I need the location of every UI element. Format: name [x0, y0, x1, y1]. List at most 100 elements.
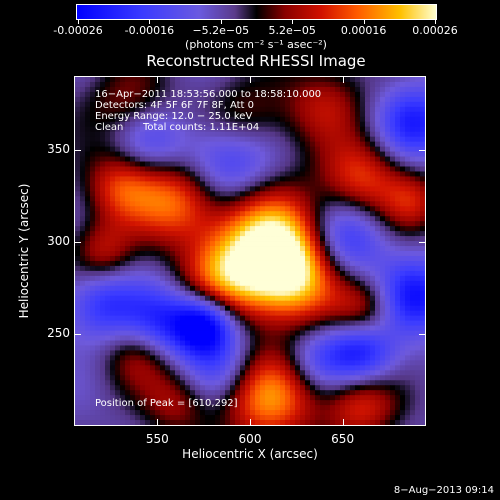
heatmap-cell — [135, 405, 141, 411]
heatmap-cell — [385, 176, 391, 182]
heatmap-cell — [310, 415, 316, 421]
heatmap-cell — [205, 315, 211, 321]
heatmap-cell — [375, 420, 381, 425]
heatmap-cell — [235, 161, 241, 167]
heatmap-cell — [100, 270, 106, 277]
heatmap-cell — [200, 350, 206, 356]
heatmap-cell — [260, 91, 266, 98]
heatmap-cell — [105, 131, 111, 138]
heatmap-cell — [90, 395, 96, 401]
heatmap-cell — [150, 330, 156, 336]
heatmap-cell — [185, 111, 191, 118]
heatmap-cell — [135, 295, 141, 302]
heatmap-cell — [260, 365, 266, 371]
heatmap-cell — [185, 320, 191, 326]
heatmap-cell — [335, 101, 341, 108]
heatmap-cell — [255, 171, 261, 177]
heatmap-cell — [300, 270, 306, 277]
heatmap-cell — [120, 375, 126, 381]
heatmap-cell — [185, 345, 191, 351]
heatmap-cell — [130, 335, 136, 341]
heatmap-cell — [130, 241, 136, 247]
heatmap-cell — [235, 241, 241, 247]
heatmap-cell — [350, 96, 356, 103]
heatmap-cell — [335, 360, 341, 366]
heatmap-cell — [190, 355, 196, 361]
heatmap-cell — [190, 156, 196, 162]
heatmap-cell — [375, 136, 381, 143]
heatmap-cell — [350, 300, 356, 307]
heatmap-cell — [105, 96, 111, 103]
heatmap-cell — [395, 275, 401, 282]
heatmap-cell — [140, 86, 146, 93]
heatmap-cell — [235, 246, 241, 252]
heatmap-cell — [295, 335, 301, 341]
heatmap-cell — [170, 345, 176, 351]
heatmap-cell — [260, 380, 266, 386]
heatmap-cell — [230, 350, 236, 356]
heatmap-cell — [360, 246, 366, 252]
heatmap-cell — [395, 246, 401, 252]
heatmap-cell — [295, 355, 301, 361]
heatmap-cell — [220, 111, 226, 118]
heatmap-cell — [185, 176, 191, 182]
heatmap-cell — [125, 77, 131, 83]
heatmap-cell — [145, 300, 151, 307]
heatmap-cell — [125, 305, 131, 312]
heatmap-cell — [310, 300, 316, 307]
heatmap-cell — [225, 325, 231, 331]
heatmap-cell — [110, 216, 116, 222]
heatmap-cell — [180, 236, 186, 242]
heatmap-cell — [420, 310, 425, 317]
heatmap-cell — [95, 340, 101, 346]
heatmap-cell — [220, 370, 226, 376]
heatmap-cell — [370, 405, 376, 411]
heatmap-cell — [325, 255, 331, 262]
heatmap-cell — [145, 330, 151, 336]
heatmap-cell — [300, 265, 306, 272]
heatmap-cell — [240, 236, 246, 242]
heatmap-cell — [115, 121, 121, 128]
heatmap-cell — [195, 255, 201, 262]
heatmap-cell — [75, 126, 81, 133]
heatmap-cell — [360, 226, 366, 232]
heatmap-cell — [280, 221, 286, 227]
heatmap-cell — [355, 91, 361, 98]
heatmap-cell — [275, 96, 281, 103]
heatmap-cell — [320, 375, 326, 381]
heatmap-cell — [420, 251, 425, 257]
heatmap-cell — [275, 310, 281, 317]
heatmap-cell — [165, 186, 171, 192]
heatmap-cell — [175, 265, 181, 272]
heatmap-cell — [315, 260, 321, 267]
heatmap-cell — [75, 121, 81, 128]
heatmap-cell — [130, 156, 136, 162]
heatmap-cell — [320, 111, 326, 118]
heatmap-cell — [320, 196, 326, 202]
heatmap-cell — [290, 295, 296, 302]
heatmap-cell — [100, 111, 106, 118]
heatmap-cell — [370, 340, 376, 346]
heatmap-cell — [260, 86, 266, 93]
heatmap-cell — [225, 300, 231, 307]
heatmap-cell — [270, 305, 276, 312]
heatmap-cell — [255, 295, 261, 302]
heatmap-cell — [275, 320, 281, 326]
heatmap-cell — [100, 310, 106, 317]
heatmap-cell — [195, 146, 201, 152]
heatmap-cell — [170, 221, 176, 227]
heatmap-cell — [210, 231, 216, 237]
heatmap-cell — [160, 136, 166, 143]
heatmap-cell — [265, 201, 271, 207]
heatmap-cell — [120, 320, 126, 326]
heatmap-cell — [190, 186, 196, 192]
heatmap-cell — [255, 300, 261, 307]
heatmap-cell — [255, 260, 261, 267]
heatmap-cell — [135, 370, 141, 376]
heatmap-cell — [220, 345, 226, 351]
heatmap-cell — [235, 255, 241, 262]
heatmap-cell — [225, 81, 231, 88]
heatmap-cell — [270, 325, 276, 331]
heatmap-cell — [355, 111, 361, 118]
heatmap-cell — [310, 181, 316, 187]
